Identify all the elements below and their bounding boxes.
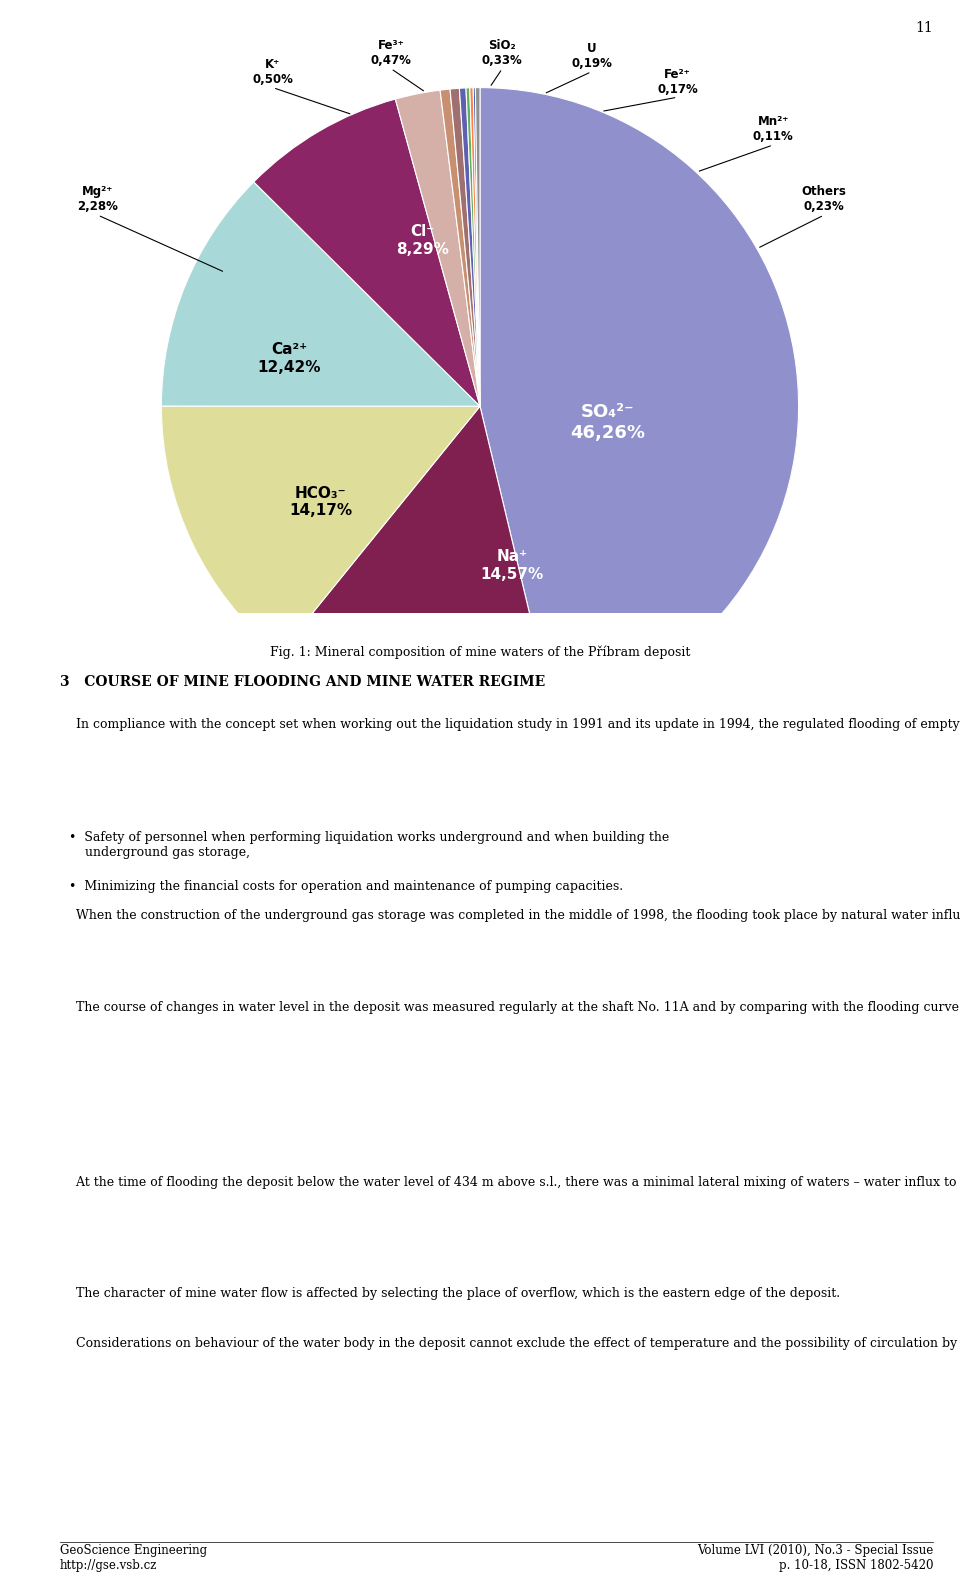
Text: Na⁺
14,57%: Na⁺ 14,57% — [480, 550, 543, 581]
Text: Fig. 1: Mineral composition of mine waters of the Příbram deposit: Fig. 1: Mineral composition of mine wate… — [270, 645, 690, 660]
Wedge shape — [161, 406, 480, 653]
Text: When the construction of the underground gas storage was completed in the middle: When the construction of the underground… — [60, 910, 960, 922]
Polygon shape — [279, 621, 554, 725]
Text: HCO₃⁻
14,17%: HCO₃⁻ 14,17% — [289, 486, 352, 518]
Text: At the time of flooding the deposit below the water level of 434 m above s.l., t: At the time of flooding the deposit belo… — [60, 1176, 960, 1188]
Wedge shape — [466, 88, 480, 406]
Text: SiO₂
0,33%: SiO₂ 0,33% — [482, 38, 522, 67]
Wedge shape — [475, 88, 480, 406]
Wedge shape — [473, 88, 480, 406]
Text: Cl⁻
8,29%: Cl⁻ 8,29% — [396, 225, 449, 256]
Text: Ca²⁺
12,42%: Ca²⁺ 12,42% — [257, 342, 321, 374]
Polygon shape — [161, 374, 279, 653]
Text: In compliance with the concept set when working out the liquidation study in 199: In compliance with the concept set when … — [60, 718, 960, 731]
Text: 11: 11 — [916, 21, 933, 35]
Wedge shape — [450, 88, 480, 406]
Text: Volume LVI (2010), No.3 - Special Issue
p. 10-18, ISSN 1802-5420: Volume LVI (2010), No.3 - Special Issue … — [697, 1545, 933, 1572]
Text: Considerations on behaviour of the water body in the deposit cannot exclude the : Considerations on behaviour of the water… — [60, 1337, 960, 1349]
Text: Others
0,23%: Others 0,23% — [802, 185, 847, 213]
Text: GeoScience Engineering
http://gse.vsb.cz: GeoScience Engineering http://gse.vsb.cz — [60, 1545, 206, 1572]
Wedge shape — [460, 88, 480, 406]
Text: The course of changes in water level in the deposit was measured regularly at th: The course of changes in water level in … — [60, 1000, 960, 1013]
Polygon shape — [554, 374, 799, 717]
Wedge shape — [161, 182, 480, 406]
Text: •  Safety of personnel when performing liquidation works underground and when bu: • Safety of personnel when performing li… — [69, 830, 669, 859]
Wedge shape — [279, 406, 554, 725]
Text: Mn²⁺
0,11%: Mn²⁺ 0,11% — [753, 115, 794, 143]
Text: U
0,19%: U 0,19% — [571, 41, 612, 70]
Wedge shape — [469, 88, 480, 406]
Text: K⁺
0,50%: K⁺ 0,50% — [252, 57, 294, 86]
Text: •  Minimizing the financial costs for operation and maintenance of pumping capac: • Minimizing the financial costs for ope… — [69, 881, 623, 894]
Text: The character of mine water flow is affected by selecting the place of overflow,: The character of mine water flow is affe… — [60, 1287, 840, 1300]
Text: Fe²⁺
0,17%: Fe²⁺ 0,17% — [658, 67, 698, 96]
Wedge shape — [440, 89, 480, 406]
Wedge shape — [253, 99, 480, 406]
Text: Mg²⁺
2,28%: Mg²⁺ 2,28% — [77, 185, 118, 213]
Text: SO₄²⁻
46,26%: SO₄²⁻ 46,26% — [570, 403, 645, 441]
Text: Fe³⁺
0,47%: Fe³⁺ 0,47% — [371, 38, 411, 67]
Wedge shape — [480, 88, 799, 717]
Text: 3   COURSE OF MINE FLOODING AND MINE WATER REGIME: 3 COURSE OF MINE FLOODING AND MINE WATER… — [60, 675, 544, 688]
Wedge shape — [396, 91, 480, 406]
